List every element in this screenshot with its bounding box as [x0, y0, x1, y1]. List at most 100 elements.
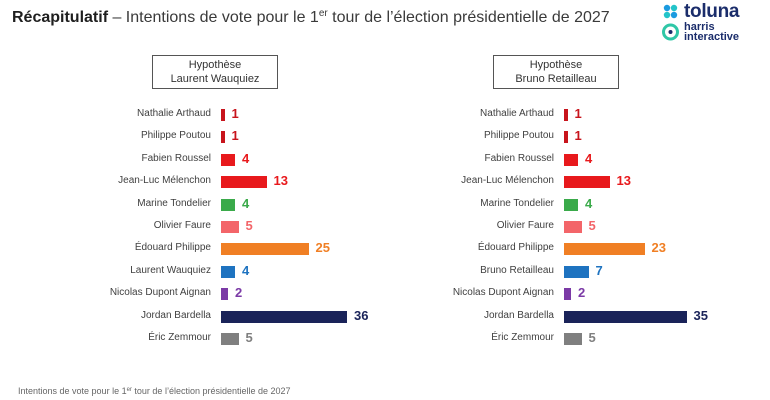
toluna-mark-icon [662, 4, 679, 41]
bar [221, 153, 235, 166]
candidate-label: Olivier Faure [153, 220, 211, 231]
candidate-label: Nathalie Arthaud [137, 108, 211, 119]
bar [564, 109, 568, 121]
footnote-post: tour de l’élection présidentielle de 202… [131, 386, 291, 396]
logo-line1: toluna [684, 1, 740, 22]
value-label: 1 [574, 106, 582, 121]
bar [221, 310, 347, 323]
chart-row: Fabien Roussel 4 [0, 150, 385, 172]
candidate-label: Fabien Roussel [484, 152, 554, 164]
candidate-label: Édouard Philippe [134, 242, 211, 254]
title-sup: er [318, 8, 328, 19]
chart-row: Philippe Poutou 1 [343, 127, 728, 149]
chart-row: Jordan Bardella 36 [0, 307, 385, 329]
logo-line2b: interactive [684, 31, 740, 43]
hypothesis-line2: Bruno Retailleau [515, 73, 597, 85]
chart-row: Olivier Faure 5 [0, 217, 385, 239]
bar [564, 265, 589, 278]
candidate-label: Jordan Bardella [483, 309, 554, 321]
logo-line2: harris interactive [684, 21, 740, 43]
value-label: 36 [354, 307, 369, 323]
value-label: 25 [315, 240, 330, 256]
candidate-label: Laurent Wauquiez [130, 264, 211, 276]
value-label: 1 [231, 106, 239, 121]
hypothesis-box: Hypothèse Laurent Wauquiez [152, 55, 278, 89]
chart-row: Laurent Wauquiez 4 [0, 262, 385, 284]
chart-row: Nathalie Arthaud 1 [0, 105, 385, 127]
bar [564, 198, 578, 211]
bar [564, 288, 571, 301]
chart-row: Nathalie Arthaud 1 [343, 105, 728, 127]
bar [564, 310, 687, 323]
chart-row: Édouard Philippe 25 [0, 239, 385, 261]
candidate-label: Olivier Faure [496, 220, 554, 231]
value-label: 35 [693, 307, 708, 323]
bar [564, 243, 645, 256]
value-label: 7 [595, 262, 603, 278]
chart-row: Édouard Philippe 23 [343, 239, 728, 261]
chart-row: Marine Tondelier 4 [343, 195, 728, 217]
value-label: 4 [242, 150, 250, 166]
value-label: 5 [245, 330, 253, 345]
chart-row: Nicolas Dupont Aignan 2 [343, 284, 728, 306]
value-label: 2 [578, 285, 586, 301]
candidate-label: Éric Zemmour [491, 332, 554, 343]
chart-wauquiez: Hypothèse Laurent Wauquiez Nathalie Arth… [0, 0, 385, 380]
footnote: Intentions de vote pour le 1er tour de l… [18, 386, 291, 396]
chart-row: Marine Tondelier 4 [0, 195, 385, 217]
candidate-label: Nicolas Dupont Aignan [109, 287, 211, 299]
page-title: Récapitulatif – Intentions de vote pour … [12, 8, 610, 27]
chart-row: Olivier Faure 5 [343, 217, 728, 239]
title-post: tour de l’élection présidentielle de 202… [327, 9, 610, 26]
chart-row: Fabien Roussel 4 [343, 150, 728, 172]
candidate-label: Marine Tondelier [480, 197, 554, 209]
value-label: 23 [651, 240, 666, 256]
bar [221, 243, 309, 256]
chart-retailleau: Hypothèse Bruno Retailleau Nathalie Arth… [343, 0, 728, 380]
logo-line2a: harris [684, 21, 715, 33]
title-pre: – Intentions de vote pour le 1 [108, 9, 319, 26]
chart-row: Éric Zemmour 5 [0, 329, 385, 351]
footnote-pre: Intentions de vote pour le 1 [18, 386, 127, 396]
bar [221, 333, 239, 345]
bar [564, 131, 568, 144]
chart-row: Bruno Retailleau 7 [343, 262, 728, 284]
candidate-label: Jean-Luc Mélenchon [461, 175, 554, 187]
chart-row: Philippe Poutou 1 [0, 127, 385, 149]
bar [564, 153, 578, 166]
chart-row: Jordan Bardella 35 [343, 307, 728, 329]
bar [564, 221, 582, 233]
bar [221, 265, 235, 278]
chart-row: Jean-Luc Mélenchon 13 [343, 172, 728, 194]
chart-row: Éric Zemmour 5 [343, 329, 728, 351]
candidate-label: Éric Zemmour [148, 332, 211, 343]
value-label: 1 [574, 128, 582, 144]
candidate-label: Jordan Bardella [140, 309, 211, 321]
value-label: 2 [235, 285, 243, 301]
candidate-label: Nicolas Dupont Aignan [452, 287, 554, 299]
value-label: 13 [616, 173, 631, 189]
candidate-label: Philippe Poutou [140, 130, 211, 142]
value-label: 5 [588, 218, 596, 233]
value-label: 4 [242, 195, 250, 211]
bar [221, 131, 225, 144]
value-label: 4 [585, 150, 593, 166]
bar [221, 288, 228, 301]
chart-row: Jean-Luc Mélenchon 13 [0, 172, 385, 194]
title-bold: Récapitulatif [12, 9, 109, 26]
candidate-label: Édouard Philippe [477, 242, 554, 254]
bar [564, 333, 582, 345]
bar [221, 176, 267, 189]
value-label: 4 [585, 195, 593, 211]
candidate-label: Bruno Retailleau [480, 264, 554, 276]
value-label: 13 [273, 173, 288, 189]
hypothesis-line2: Laurent Wauquiez [170, 73, 260, 85]
hypothesis-line1: Hypothèse [529, 59, 583, 71]
bar [221, 109, 225, 121]
hypothesis-line1: Hypothèse [188, 59, 242, 71]
chart-row: Nicolas Dupont Aignan 2 [0, 284, 385, 306]
toluna-harris-logo: toluna harris interactive [660, 1, 765, 44]
footnote-sup: er [126, 387, 132, 393]
bar [221, 198, 235, 211]
hypothesis-box: Hypothèse Bruno Retailleau [493, 55, 619, 89]
